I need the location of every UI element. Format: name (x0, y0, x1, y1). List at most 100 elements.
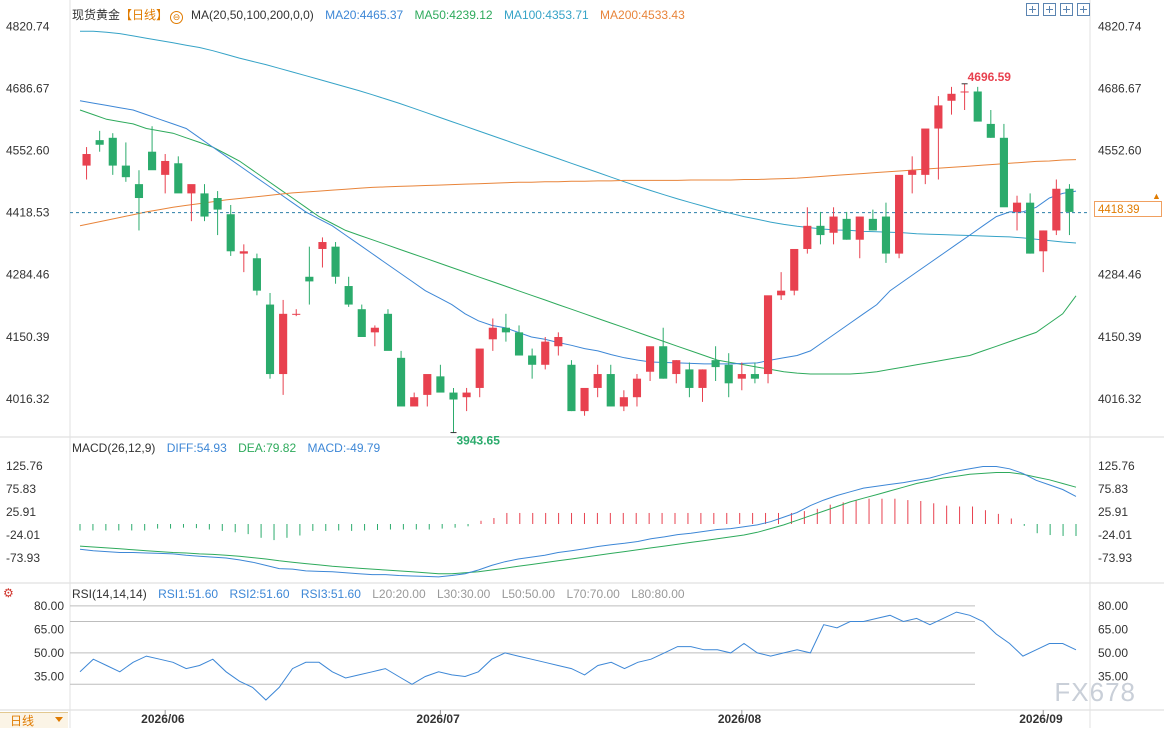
candle-body (423, 374, 432, 395)
candle-body (318, 242, 327, 249)
candle-body (1012, 202, 1022, 212)
y-tick-label: 4150.39 (6, 330, 50, 344)
candle-body (724, 364, 733, 384)
x-tick-label: 2026/07 (416, 712, 460, 726)
watermark: FX678 (1054, 677, 1136, 707)
candle-body (986, 123, 995, 138)
chevron-down-icon (55, 717, 63, 722)
candle-body (973, 91, 982, 122)
settings-circle-icon[interactable]: ⊖ (170, 11, 184, 24)
l50-value: L50:50.00 (501, 587, 556, 601)
macd-value: MACD:-49.79 (307, 441, 381, 455)
rsi-y-tick-label: 65.00 (1098, 622, 1128, 636)
candle-body (344, 286, 353, 305)
candle-body (279, 313, 288, 375)
candle-body (541, 341, 550, 365)
rsi-y-tick-label: 65.00 (34, 622, 64, 636)
candle-body (161, 160, 170, 175)
macd-legend: MACD(26,12,9) DIFF:54.93 DEA:79.82 MACD:… (72, 441, 388, 455)
candle-body (95, 140, 104, 145)
diff-line (79, 466, 1077, 578)
candle-body (305, 276, 314, 282)
high-annotation: 4696.59 (968, 70, 1012, 84)
pan-left-icon[interactable] (1060, 3, 1073, 16)
period-label[interactable]: 【日线】 (120, 8, 169, 22)
candle-body (737, 374, 746, 379)
rsi-y-tick-label: 50.00 (1098, 646, 1128, 660)
l70-value: L70:70.00 (566, 587, 620, 601)
candle-body (842, 218, 851, 240)
candle-body (1026, 202, 1035, 254)
x-tick-label: 2026/08 (718, 712, 762, 726)
instrument-name: 现货黄金 (72, 8, 121, 22)
y-tick-label: 4284.46 (1098, 268, 1142, 282)
candle-body (803, 225, 812, 249)
candle-body (763, 295, 773, 375)
candle-body (698, 369, 707, 388)
rsi-line (79, 611, 1077, 701)
ma100-value: MA100:4353.71 (503, 8, 589, 22)
candle-body (239, 251, 248, 254)
candle-body (370, 327, 379, 333)
candle-body (632, 378, 642, 398)
candle-body (501, 327, 510, 333)
rsi-y-tick-label: 80.00 (1098, 599, 1128, 613)
zoom-out-icon[interactable] (1043, 3, 1056, 16)
period-selector-label: 日线 (10, 714, 35, 728)
candle-body (436, 376, 445, 393)
candle-body (672, 360, 681, 375)
ma100-line (80, 30, 1077, 244)
candle-body (554, 336, 563, 347)
macd-y-tick-label: 75.83 (1098, 482, 1128, 496)
toolbar (1026, 3, 1090, 16)
l30-value: L30:30.00 (436, 587, 491, 601)
candle-body (711, 360, 720, 368)
rsi-params: RSI(14,14,14) (72, 587, 147, 601)
y-tick-label: 4820.74 (6, 19, 50, 33)
ma50-line (79, 109, 1077, 375)
main-legend: 现货黄金【日线】 ⊖ MA(20,50,100,200,0,0) MA20:4465… (72, 6, 693, 24)
macd-y-tick-label: -73.93 (1098, 551, 1132, 565)
candle-body (528, 355, 537, 365)
candle-body (462, 392, 471, 398)
gear-icon[interactable]: ⚙ (3, 586, 14, 600)
y-tick-label: 4016.32 (1098, 392, 1142, 406)
candle-body (200, 193, 209, 217)
macd-y-tick-label: 125.76 (6, 459, 43, 473)
l20-value: L20:20.00 (372, 587, 426, 601)
x-tick-label: 2026/06 (141, 712, 185, 726)
candle-body (475, 348, 484, 388)
rsi-legend: RSI(14,14,14) RSI1:51.60 RSI2:51.60 RSI3… (72, 587, 693, 601)
candle-body (934, 105, 943, 129)
candle-body (121, 165, 130, 178)
candle-body (790, 248, 799, 291)
candle-body (580, 387, 589, 412)
pan-right-icon[interactable] (1077, 3, 1090, 16)
candle-body (82, 154, 91, 166)
candle-body (410, 397, 419, 407)
rsi1-value: RSI1:51.60 (158, 587, 219, 601)
candle-body (397, 357, 406, 407)
rsi-y-tick-label: 50.00 (34, 646, 64, 660)
candle-body (1052, 188, 1061, 231)
candle-body (488, 327, 497, 340)
candle-body (449, 392, 458, 400)
rsi3-value: RSI3:51.60 (300, 587, 361, 601)
macd-params: MACD(26,12,9) (72, 441, 156, 455)
rsi2-value: RSI2:51.60 (229, 587, 290, 601)
candle-body (816, 225, 825, 236)
candle-body (134, 184, 144, 199)
candle-body (750, 374, 759, 379)
ma20-value: MA20:4465.37 (325, 8, 404, 22)
macd-y-tick-label: -73.93 (6, 551, 40, 565)
zoom-in-icon[interactable] (1026, 3, 1039, 16)
ma50-value: MA50:4239.12 (414, 8, 493, 22)
period-selector[interactable]: 日线 (0, 712, 68, 728)
y-tick-label: 4284.46 (6, 268, 50, 282)
candle-body (226, 214, 235, 252)
candle-body (331, 246, 340, 277)
macd-y-tick-label: 75.83 (6, 482, 36, 496)
candle-body (514, 332, 524, 356)
x-tick-label: 2026/09 (1019, 712, 1063, 726)
